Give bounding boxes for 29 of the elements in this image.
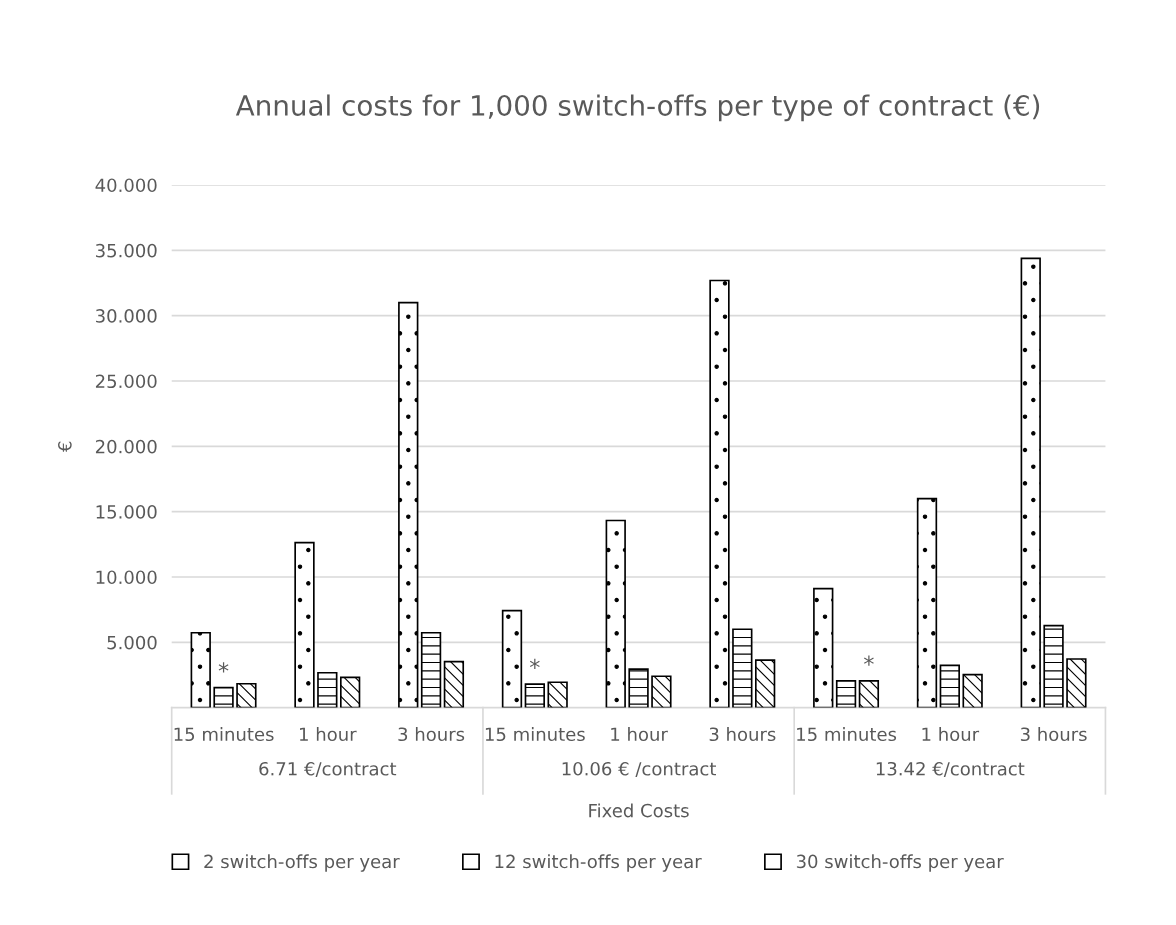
y-tick-label: 40.000 [95,178,157,193]
y-tick-label: 5.000 [107,635,157,650]
legend-label: 2 switch-offs per year [204,854,400,872]
x-tick-label: 15 minutes [485,727,585,742]
text: 10.06 € /contract [562,761,716,777]
annotation: * [218,662,229,673]
annotation: * [864,655,874,666]
y-tick-label: 25.000 [95,374,157,389]
legend-label: 30 switch-offs per year [796,854,1004,872]
chart-title: Annual costs for 1,000 switch-offs per type of contract (€) [235,94,1040,122]
text: Fixed Costs [589,803,689,818]
x-tick-label: 1 hour [300,727,357,742]
x-tick-label: 15 minutes [797,727,897,742]
x-tick-label: 15 minutes [174,727,274,742]
x-tick-label: 3 hours [1020,727,1087,742]
text: 13.42 €/contract [876,761,1025,777]
x-tick-label: 1 hour [611,727,668,742]
y-axis-title: € [58,441,72,453]
y-tick-label: 35.000 [96,243,157,258]
legend-label: 12 switch-offs per year [495,854,702,872]
text: 6.71 €/contract [259,761,397,777]
y-tick-label: 15.000 [96,505,157,519]
y-tick-label: 20.000 [95,439,157,454]
annotation: * [529,658,540,669]
y-tick-label: 10.000 [96,570,157,585]
x-tick-label: 1 hour [922,727,980,742]
x-tick-label: 3 hours [709,727,776,742]
x-tick-label: 3 hours [398,727,465,742]
y-tick-label: 30.000 [96,309,157,323]
